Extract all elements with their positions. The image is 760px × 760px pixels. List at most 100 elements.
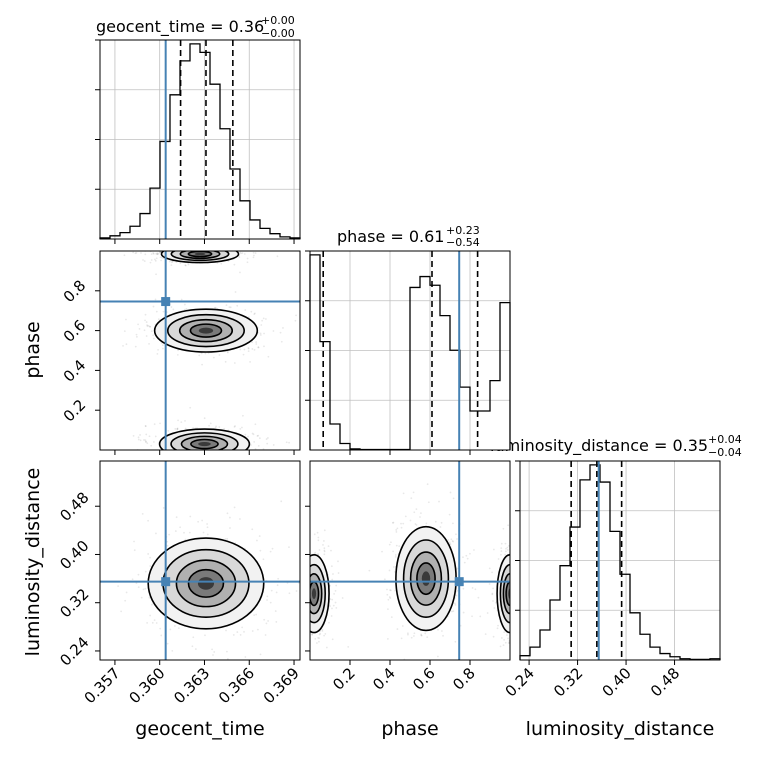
title-luminosity-distance-sup: +0.04 (708, 433, 742, 446)
sample-point (255, 341, 258, 343)
sample-point (141, 512, 144, 515)
y-tick-label-luminosity_distance-2: 0.40 (56, 537, 92, 573)
sample-point (304, 626, 306, 628)
sample-point (197, 248, 199, 250)
sample-point (155, 257, 158, 260)
sample-point (304, 614, 306, 616)
sample-point (511, 592, 513, 594)
sample-point (155, 622, 158, 624)
sample-point (176, 428, 179, 430)
sample-point (180, 421, 183, 424)
sample-point (500, 553, 502, 556)
sample-point (477, 596, 480, 599)
sample-point (295, 590, 298, 592)
truth-marker-geocent_time-luminosity_distance (161, 577, 171, 587)
sample-point (302, 542, 304, 544)
sample-point (153, 337, 155, 340)
sample-point (330, 549, 332, 552)
sample-point (261, 319, 264, 322)
sample-point (213, 306, 216, 309)
x-tick-label-luminosity_distance-0: 0.24 (502, 664, 538, 700)
sample-point (253, 614, 256, 617)
sample-point (134, 345, 137, 348)
sample-point (454, 603, 457, 606)
sample-point (262, 558, 265, 561)
panel-content-geocent_time-luminosity_distance (117, 500, 300, 660)
sample-point (200, 352, 203, 355)
sample-point (301, 578, 303, 580)
sample-point (517, 603, 519, 605)
sample-point (247, 347, 250, 350)
sample-point (506, 546, 509, 549)
sample-point (229, 451, 231, 453)
contour-2-2 (179, 251, 221, 260)
sample-point (120, 610, 123, 613)
sample-point (515, 594, 517, 596)
sample-point (316, 642, 318, 644)
sample-point (125, 343, 128, 346)
sample-point (314, 551, 317, 554)
sample-point (206, 458, 208, 460)
sample-point (145, 335, 148, 337)
sample-point (159, 251, 162, 253)
sample-point (427, 501, 430, 504)
sample-point (517, 598, 519, 600)
sample-point (419, 516, 421, 518)
sample-point (162, 310, 165, 313)
sample-point (176, 427, 179, 430)
y-tick-label-phase-3: 0.8 (60, 276, 90, 306)
sample-point (506, 548, 509, 551)
sample-point (221, 451, 223, 453)
sample-point (513, 577, 515, 579)
sample-point (392, 566, 395, 568)
sample-point (515, 563, 517, 565)
sample-point (517, 592, 519, 594)
x-tick-label-geocent_time-2: 0.363 (170, 664, 213, 707)
sample-point (226, 244, 228, 246)
sample-point (387, 598, 390, 601)
contour-0-3 (189, 323, 223, 338)
sample-point (257, 346, 260, 349)
sample-point (513, 585, 515, 587)
sample-point (219, 246, 221, 248)
sample-point (426, 483, 429, 486)
sample-point (226, 455, 228, 457)
sample-point (307, 603, 309, 605)
sample-point (392, 521, 395, 524)
sample-point (512, 574, 514, 576)
sample-point (262, 317, 265, 320)
sample-point (420, 634, 423, 637)
sample-point (137, 323, 139, 326)
contour-0-0 (147, 537, 265, 630)
sample-point (243, 348, 246, 351)
sample-point (440, 521, 443, 524)
sample-point (400, 526, 403, 529)
title-geocent-time-sub: −0.00 (261, 27, 295, 40)
sample-point (176, 248, 178, 250)
sample-point (198, 246, 200, 248)
sample-point (191, 645, 194, 648)
sample-point (229, 306, 232, 309)
sample-point (174, 451, 176, 453)
sample-point (194, 457, 196, 459)
sample-point (524, 662, 526, 664)
sample-point (156, 253, 159, 256)
sample-point (337, 560, 339, 563)
sample-point (213, 457, 215, 459)
sample-point (305, 558, 307, 560)
sample-point (322, 544, 324, 546)
sample-point (242, 414, 244, 417)
title-geocent-time-sup: +0.00 (261, 14, 295, 27)
sample-point (488, 567, 491, 570)
sample-point (191, 454, 193, 456)
sample-point (497, 624, 499, 627)
sample-point (505, 547, 507, 550)
sample-point (440, 630, 443, 632)
sample-point (165, 453, 167, 455)
sample-point (123, 254, 126, 257)
sample-point (135, 251, 138, 254)
sample-point (222, 244, 224, 246)
sample-point (150, 330, 153, 332)
sample-point (192, 636, 195, 639)
sample-point (493, 607, 496, 609)
